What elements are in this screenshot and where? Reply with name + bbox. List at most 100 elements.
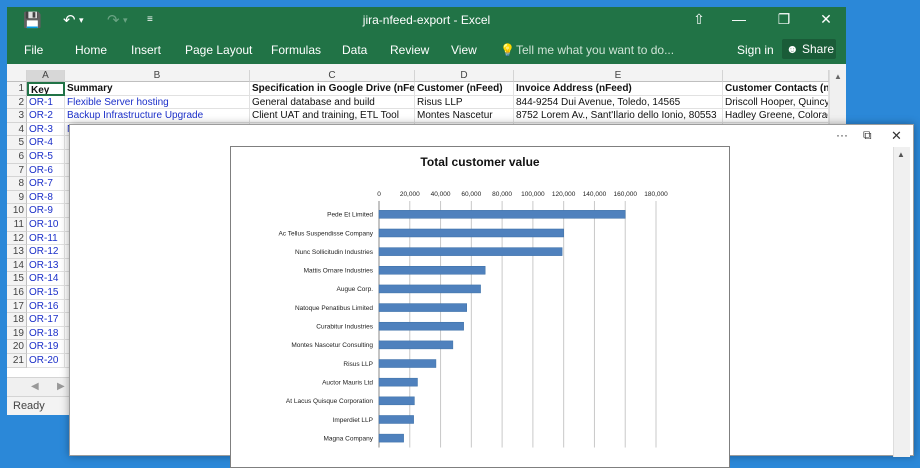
table-cell[interactable]: OR-3 xyxy=(27,122,65,137)
row-header[interactable]: 19 xyxy=(7,326,27,341)
column-header-b[interactable]: B xyxy=(65,70,250,82)
chart-close-icon[interactable]: ✕ xyxy=(891,128,902,143)
column-header-d[interactable]: D xyxy=(415,70,514,82)
table-cell[interactable]: OR-9 xyxy=(27,204,65,218)
header-cell[interactable]: Summary xyxy=(65,82,250,96)
minimize-icon[interactable]: — xyxy=(732,11,746,27)
sheet-prev-icon[interactable]: ◀ xyxy=(31,381,39,392)
tab-view[interactable]: View xyxy=(451,43,477,57)
table-cell[interactable]: Hadley Greene, Colorad xyxy=(723,109,829,123)
table-cell[interactable]: Client UAT and training, ETL Tool xyxy=(250,109,415,123)
table-cell[interactable]: Flexible Server hosting xyxy=(65,95,250,110)
table-cell[interactable]: OR-14 xyxy=(27,272,65,286)
scroll-up-icon[interactable]: ▲ xyxy=(834,72,842,81)
bar[interactable] xyxy=(378,415,414,424)
ribbon-display-icon[interactable]: ⇧ xyxy=(693,11,705,27)
table-cell[interactable]: Backup Infrastructure Upgrade xyxy=(65,109,250,123)
row-header[interactable]: 9 xyxy=(7,190,27,205)
row-header[interactable]: 4 xyxy=(7,122,27,137)
bar[interactable] xyxy=(378,210,626,219)
more-options-icon[interactable]: ··· xyxy=(836,128,848,142)
tab-home[interactable]: Home xyxy=(75,43,108,57)
save-icon[interactable]: 💾 xyxy=(23,12,42,29)
chart-area[interactable]: Total customer value 0 20,000 40,000 60,000… xyxy=(230,146,730,468)
row-header[interactable]: 17 xyxy=(7,299,27,314)
select-all-corner[interactable] xyxy=(7,70,27,82)
header-cell[interactable]: Customer Contacts (nFee xyxy=(723,82,829,96)
header-cell[interactable]: Customer (nFeed) xyxy=(415,82,514,96)
tell-me-box[interactable]: Tell me what you want to do... xyxy=(516,43,675,57)
table-cell[interactable]: OR-6 xyxy=(27,163,65,178)
table-cell[interactable]: OR-4 xyxy=(27,136,65,150)
table-cell[interactable]: OR-12 xyxy=(27,245,65,259)
chart-scroll-up-icon[interactable]: ▲ xyxy=(897,150,905,159)
popout-icon[interactable]: ⧉ xyxy=(863,128,872,142)
table-cell[interactable]: OR-1 xyxy=(27,95,65,110)
row-header[interactable]: 13 xyxy=(7,245,27,259)
row-header[interactable]: 21 xyxy=(7,354,27,368)
table-cell[interactable]: OR-10 xyxy=(27,218,65,232)
bar[interactable] xyxy=(378,340,454,350)
bar[interactable] xyxy=(378,377,418,387)
row-header[interactable]: 12 xyxy=(7,231,27,246)
column-header-a[interactable]: A xyxy=(27,70,65,82)
column-header-c[interactable]: C xyxy=(250,70,415,82)
table-cell[interactable]: OR-8 xyxy=(27,190,65,205)
tab-data[interactable]: Data xyxy=(342,43,368,57)
tab-insert[interactable]: Insert xyxy=(131,43,162,57)
row-header[interactable]: 15 xyxy=(7,272,27,286)
row-header[interactable]: 16 xyxy=(7,286,27,300)
table-cell[interactable]: Montes Nascetur xyxy=(415,109,514,123)
header-cell[interactable]: Invoice Address (nFeed) xyxy=(514,82,723,96)
share-button[interactable]: ☻ Share xyxy=(782,39,836,59)
column-header-f[interactable] xyxy=(723,70,829,82)
header-cell[interactable]: Key xyxy=(27,82,65,96)
row-header[interactable]: 2 xyxy=(7,95,27,110)
row-header[interactable]: 1 xyxy=(7,82,27,96)
bar[interactable] xyxy=(378,284,481,294)
table-cell[interactable]: OR-16 xyxy=(27,299,65,314)
table-cell[interactable]: OR-20 xyxy=(27,354,65,368)
sign-in-link[interactable]: Sign in xyxy=(737,43,774,57)
column-header-e[interactable]: E xyxy=(514,70,723,82)
tab-formulas[interactable]: Formulas xyxy=(271,43,322,57)
table-cell[interactable]: OR-11 xyxy=(27,231,65,246)
tab-page-layout[interactable]: Page Layout xyxy=(185,43,253,57)
row-header[interactable]: 10 xyxy=(7,204,27,218)
bar[interactable] xyxy=(378,321,464,331)
row-header[interactable]: 18 xyxy=(7,313,27,327)
undo-icon[interactable]: ↶ xyxy=(63,12,76,29)
undo-dropdown-icon[interactable]: ▾ xyxy=(79,15,84,25)
row-header[interactable]: 20 xyxy=(7,340,27,354)
table-cell[interactable]: 844-9254 Dui Avenue, Toledo, 14565 xyxy=(514,95,723,110)
customize-toolbar-icon[interactable]: ≡ xyxy=(147,14,153,25)
row-header[interactable]: 7 xyxy=(7,163,27,178)
chart-vertical-scrollbar[interactable]: ▲ xyxy=(893,147,910,457)
bar[interactable] xyxy=(378,396,415,406)
table-cell[interactable]: OR-17 xyxy=(27,313,65,327)
table-cell[interactable]: OR-5 xyxy=(27,150,65,164)
table-cell[interactable]: OR-2 xyxy=(27,109,65,123)
redo-dropdown-icon[interactable]: ▾ xyxy=(123,15,128,25)
row-header[interactable]: 11 xyxy=(7,218,27,232)
row-header[interactable]: 6 xyxy=(7,150,27,164)
row-header[interactable]: 14 xyxy=(7,258,27,273)
row-header[interactable]: 5 xyxy=(7,136,27,150)
bar[interactable] xyxy=(378,359,437,368)
row-header[interactable]: 3 xyxy=(7,109,27,123)
redo-icon[interactable]: ↷ xyxy=(107,12,120,29)
bar[interactable] xyxy=(378,228,564,238)
table-cell[interactable]: OR-19 xyxy=(27,340,65,354)
header-cell[interactable]: Specification in Google Drive (nFeed) xyxy=(250,82,415,96)
restore-icon[interactable]: ❐ xyxy=(777,11,791,27)
table-cell[interactable]: OR-7 xyxy=(27,177,65,191)
bar[interactable] xyxy=(378,266,486,275)
bar[interactable] xyxy=(378,303,467,312)
table-cell[interactable]: General database and build xyxy=(250,95,415,110)
table-cell[interactable]: OR-18 xyxy=(27,326,65,341)
bar[interactable] xyxy=(378,247,563,256)
sheet-next-icon[interactable]: ▶ xyxy=(57,381,65,392)
table-cell[interactable]: OR-13 xyxy=(27,258,65,273)
table-cell[interactable]: 8752 Lorem Av., Sant'Ilario dello Ionio,… xyxy=(514,109,723,123)
close-icon[interactable]: ✕ xyxy=(820,11,832,27)
